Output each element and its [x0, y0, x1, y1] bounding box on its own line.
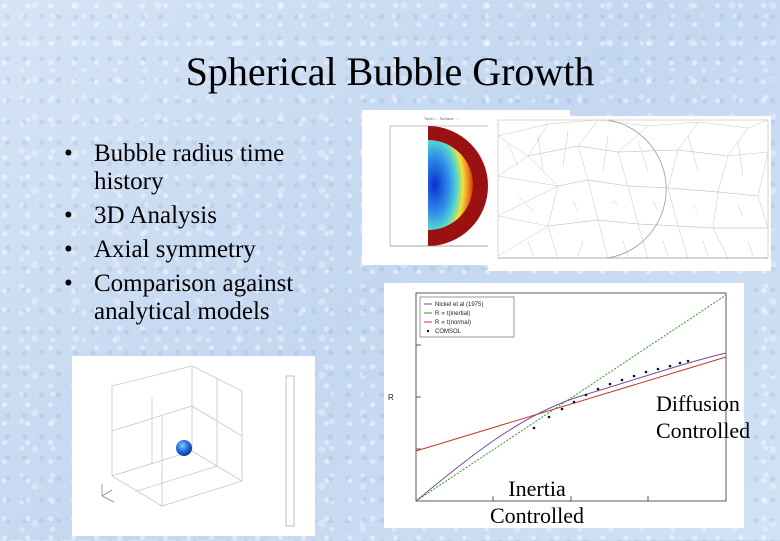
bullet-item: • Comparison against analytical models	[60, 270, 330, 326]
annotation-line: Diffusion	[656, 391, 740, 416]
diffusion-controlled-line	[415, 356, 727, 452]
svg-text:Time=... Surface: ...: Time=... Surface: ...	[424, 116, 459, 121]
3d-render-image	[72, 356, 315, 536]
bullet-text: Bubble radius time history	[94, 140, 285, 195]
bullet-glyph: •	[64, 140, 73, 167]
annotation-line: Inertia	[508, 476, 566, 501]
bullet-text: 3D Analysis	[94, 202, 217, 229]
mesh-plot-image	[488, 116, 771, 271]
annotation-line: Controlled	[656, 418, 751, 443]
plot-legend	[419, 296, 515, 338]
inertia-controlled-line	[415, 294, 727, 502]
legend-entry: R ∝ t(inertial)	[435, 311, 470, 317]
bullet-item: • 3D Analysis	[60, 202, 330, 230]
bullet-glyph: •	[64, 270, 73, 297]
inertia-controlled-label: Inertia Controlled	[482, 475, 592, 529]
legend-entry: R ∝ t(normal)	[435, 320, 471, 326]
bullet-item: • Bubble radius time history	[60, 140, 330, 196]
y-axis-label: R	[388, 393, 394, 402]
radius-time-loglog-plot: Nickel et al (1975) R ∝ t(inertial) R ∝ …	[384, 283, 744, 528]
diffusion-controlled-label: Diffusion Controlled	[656, 390, 750, 444]
bullet-item: • Axial symmetry	[60, 236, 330, 264]
bullet-list: • Bubble radius time history • 3D Analysis…	[60, 140, 330, 332]
legend-entry: COMSOL	[435, 329, 462, 335]
bullet-text: Axial symmetry	[94, 236, 256, 263]
annotation-line: Controlled	[489, 503, 585, 528]
bullet-glyph: •	[64, 202, 73, 229]
bullet-glyph: •	[64, 236, 73, 263]
legend-entry: Nickel et al (1975)	[435, 302, 483, 308]
slide-title: Spherical Bubble Growth	[185, 49, 595, 94]
comsol-points	[532, 359, 690, 430]
scriven-curve	[415, 352, 727, 502]
bullet-text: Comparison against analytical models	[94, 270, 294, 325]
